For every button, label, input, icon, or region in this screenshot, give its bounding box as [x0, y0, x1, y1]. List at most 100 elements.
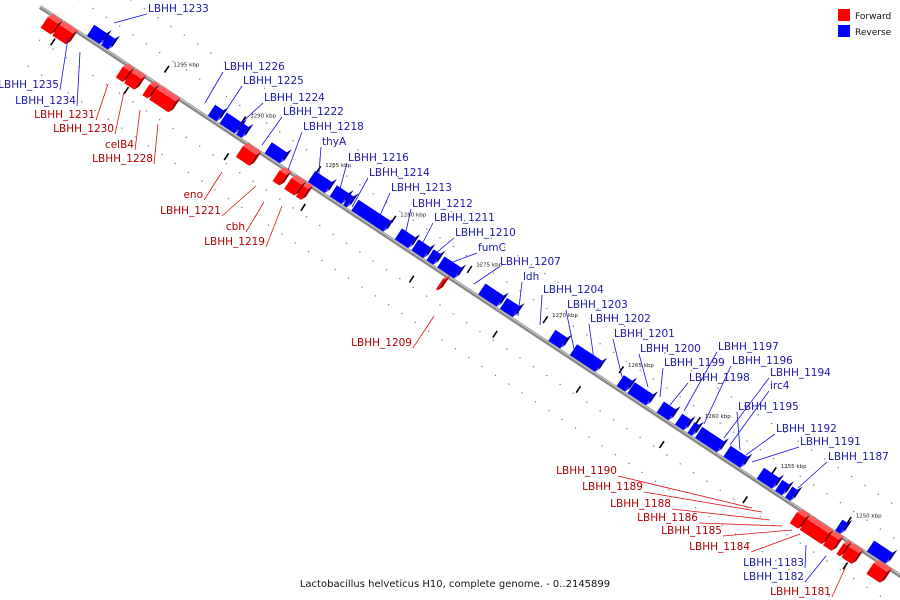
- forward-gene-block[interactable]: [40, 14, 63, 35]
- gene-label-lbhh-1233[interactable]: LBHH_1233: [148, 3, 209, 15]
- reverse-gene-block[interactable]: [687, 421, 704, 436]
- reverse-gene-block[interactable]: [101, 34, 120, 50]
- reverse-gene-block[interactable]: [835, 519, 853, 534]
- gene-label-lbhh-1216[interactable]: LBHH_1216: [348, 152, 409, 164]
- reverse-gene-block[interactable]: [785, 486, 803, 501]
- reverse-gene-block[interactable]: [236, 123, 254, 138]
- guide-dot: [397, 175, 399, 178]
- gene-label-lbhh-1213[interactable]: LBHH_1213: [391, 182, 452, 194]
- gene-label-lbhh-1197[interactable]: LBHH_1197: [718, 341, 779, 353]
- forward-gene-block[interactable]: [841, 543, 864, 564]
- reverse-gene-block[interactable]: [343, 193, 359, 208]
- forward-gene-block[interactable]: [866, 560, 892, 583]
- gene-label-eno[interactable]: eno: [183, 189, 203, 201]
- guide-dot: [708, 515, 710, 518]
- gene-label-lbhh-1218[interactable]: LBHH_1218: [303, 121, 364, 133]
- gene-label-lbhh-1182[interactable]: LBHH_1182: [743, 571, 804, 583]
- forward-gene-block[interactable]: [823, 531, 844, 551]
- gene-label-lbhh-1209[interactable]: LBHH_1209: [351, 337, 412, 349]
- gene-label-lbhh-1187[interactable]: LBHH_1187: [828, 451, 889, 463]
- reverse-gene-block[interactable]: [616, 375, 638, 392]
- gene-label-lbhh-1222[interactable]: LBHH_1222: [283, 106, 344, 118]
- reverse-gene-block[interactable]: [264, 142, 292, 164]
- gene-label-lbhh-1198[interactable]: LBHH_1198: [689, 372, 750, 384]
- reverse-gene-block[interactable]: [866, 540, 898, 564]
- gene-label-cbh[interactable]: cbh: [226, 221, 245, 233]
- gene-label-lbhh-1196[interactable]: LBHH_1196: [732, 355, 793, 367]
- reverse-gene-block[interactable]: [437, 256, 467, 279]
- forward-gene-block[interactable]: [142, 81, 160, 99]
- reverse-gene-block[interactable]: [656, 401, 681, 421]
- guide-dot: [799, 542, 801, 544]
- gene-label-lbhh-1189[interactable]: LBHH_1189: [582, 481, 643, 493]
- reverse-gene-block[interactable]: [87, 24, 112, 44]
- gene-label-lbhh-1219[interactable]: LBHH_1219: [204, 236, 265, 248]
- gene-label-lbhh-1200[interactable]: LBHH_1200: [640, 343, 701, 355]
- gene-label-lbhh-1199[interactable]: LBHH_1199: [664, 357, 725, 369]
- forward-gene-block[interactable]: [799, 515, 834, 545]
- gene-label-lbhh-1214[interactable]: LBHH_1214: [369, 167, 430, 179]
- reverse-gene-block[interactable]: [478, 283, 509, 307]
- gene-label-lbhh-1234[interactable]: LBHH_1234: [15, 95, 76, 107]
- gene-label-lbhh-1183[interactable]: LBHH_1183: [743, 557, 804, 569]
- gene-label-fumc[interactable]: fumC: [478, 242, 506, 254]
- reverse-gene-block[interactable]: [426, 249, 446, 265]
- reverse-gene-block[interactable]: [569, 344, 608, 372]
- gene-label-lbhh-1207[interactable]: LBHH_1207: [500, 256, 561, 268]
- reverse-gene-block[interactable]: [548, 329, 573, 349]
- forward-gene-block[interactable]: [124, 69, 147, 90]
- gene-label-lbhh-1191[interactable]: LBHH_1191: [800, 436, 861, 448]
- forward-gene-block[interactable]: [272, 167, 292, 186]
- gene-label-lbhh-1221[interactable]: LBHH_1221: [160, 205, 221, 217]
- gene-label-lbhh-1186[interactable]: LBHH_1186: [637, 512, 698, 524]
- forward-gene-block[interactable]: [115, 63, 135, 82]
- gene-label-lbhh-1228[interactable]: LBHH_1228: [92, 153, 153, 165]
- gene-label-ldh[interactable]: ldh: [523, 271, 539, 283]
- reverse-gene-block[interactable]: [351, 199, 396, 232]
- gene-label-lbhh-1195[interactable]: LBHH_1195: [738, 401, 799, 413]
- forward-gene-block[interactable]: [295, 182, 314, 200]
- forward-gene-block[interactable]: [235, 143, 262, 166]
- gene-label-lbhh-1192[interactable]: LBHH_1192: [776, 423, 837, 435]
- gene-label-lbhh-1190[interactable]: LBHH_1190: [556, 465, 617, 477]
- reverse-gene-block[interactable]: [675, 413, 696, 430]
- reverse-gene-block[interactable]: [695, 426, 729, 453]
- gene-label-lbhh-1202[interactable]: LBHH_1202: [590, 313, 651, 325]
- gene-label-lbhh-1194[interactable]: LBHH_1194: [770, 367, 831, 379]
- gene-label-lbhh-1201[interactable]: LBHH_1201: [614, 328, 675, 340]
- reverse-gene-block[interactable]: [627, 382, 659, 406]
- gene-label-lbhh-1212[interactable]: LBHH_1212: [412, 198, 473, 210]
- gene-label-lbhh-1203[interactable]: LBHH_1203: [567, 299, 628, 311]
- reverse-gene-block[interactable]: [775, 479, 794, 496]
- forward-gene-block[interactable]: [836, 540, 852, 557]
- gene-label-lbhh-1211[interactable]: LBHH_1211: [434, 212, 495, 224]
- gene-label-lbhh-1235[interactable]: LBHH_1235: [0, 79, 59, 91]
- gene-label-lbhh-1181[interactable]: LBHH_1181: [770, 586, 831, 598]
- forward-gene-block[interactable]: [284, 175, 307, 196]
- reverse-gene-block[interactable]: [329, 185, 354, 204]
- guide-dot: [399, 277, 401, 280]
- gene-label-lbhh-1226[interactable]: LBHH_1226: [224, 61, 285, 73]
- reverse-gene-block[interactable]: [723, 445, 753, 468]
- gene-label-lbhh-1230[interactable]: LBHH_1230: [53, 123, 114, 135]
- gene-label-lbhh-1225[interactable]: LBHH_1225: [243, 75, 304, 87]
- gene-label-lbhh-1185[interactable]: LBHH_1185: [661, 525, 722, 537]
- gene-label-celb4[interactable]: celB4: [105, 139, 134, 151]
- forward-gene-block[interactable]: [789, 509, 811, 529]
- gene-label-lbhh-1184[interactable]: LBHH_1184: [689, 541, 750, 553]
- reverse-gene-block[interactable]: [308, 171, 337, 193]
- gene-label-lbhh-1210[interactable]: LBHH_1210: [455, 227, 516, 239]
- reverse-gene-block[interactable]: [756, 467, 784, 489]
- gene-label-irc4[interactable]: irc4: [770, 380, 790, 392]
- forward-gene-block[interactable]: [436, 275, 450, 291]
- gene-label-lbhh-1188[interactable]: LBHH_1188: [610, 498, 671, 510]
- backbone-line: [38, 5, 900, 579]
- reverse-gene-block[interactable]: [219, 112, 247, 134]
- gene-label-lbhh-1224[interactable]: LBHH_1224: [264, 92, 325, 104]
- gene-label-lbhh-1204[interactable]: LBHH_1204: [543, 284, 604, 296]
- reverse-gene-block[interactable]: [411, 239, 436, 258]
- forward-gene-block[interactable]: [149, 85, 181, 113]
- gene-label-lbhh-1231[interactable]: LBHH_1231: [34, 109, 95, 121]
- reverse-gene-block[interactable]: [394, 228, 421, 248]
- gene-label-thya[interactable]: thyA: [322, 136, 347, 148]
